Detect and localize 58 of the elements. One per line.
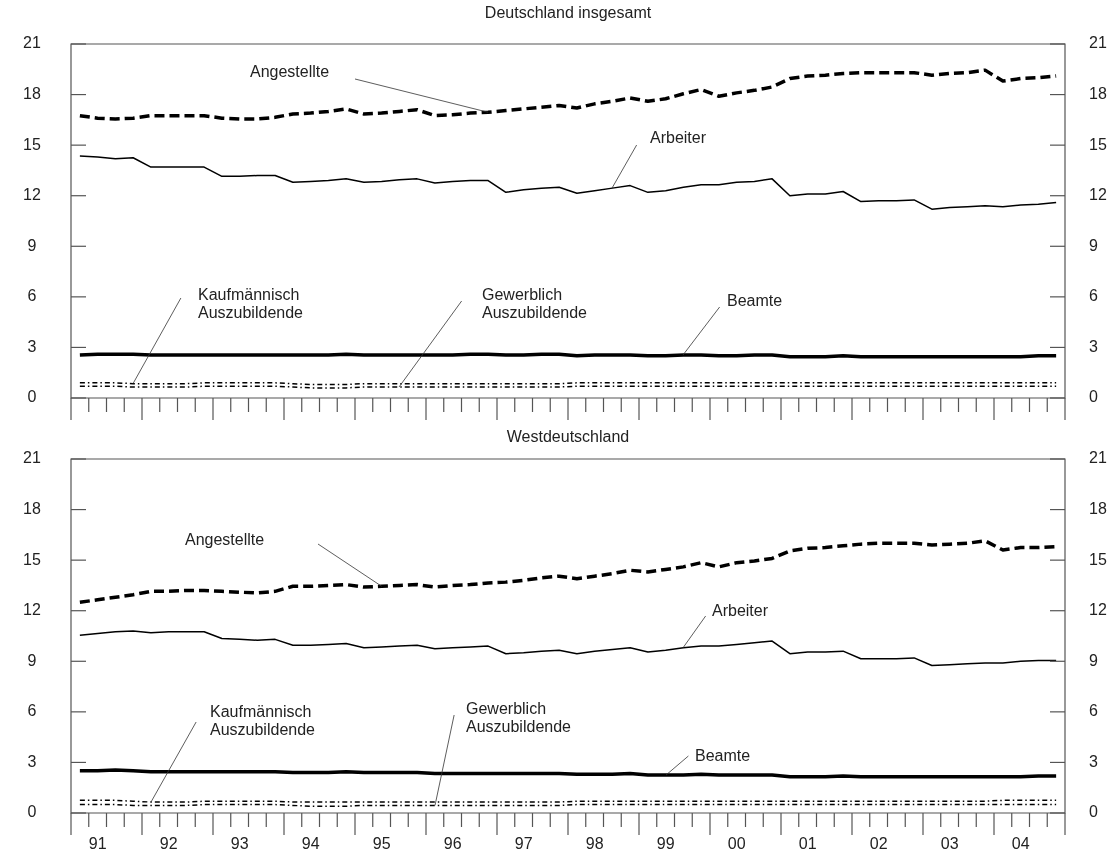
text: Beamte	[727, 292, 783, 310]
y2-tick-label: 6	[1089, 287, 1098, 305]
y2-tick-label: 6	[1089, 702, 1098, 720]
x-tick-label: 00	[727, 835, 746, 853]
series-label: Angestellte	[250, 63, 330, 81]
x-tick-label: 96	[443, 835, 462, 853]
y2-tick-label: 18	[1089, 499, 1107, 517]
x-tick-label: 98	[585, 835, 604, 853]
y-tick-label: 3	[27, 752, 37, 770]
y-tick-label: 18	[23, 499, 41, 517]
y-tick-label: 6	[27, 702, 37, 720]
chart-title: Westdeutschland	[506, 428, 630, 446]
y-tick-label: 9	[27, 236, 37, 254]
y-tick-label: 12	[23, 186, 41, 204]
y-tick-label: 0	[27, 388, 37, 406]
x-tick-label: 99	[656, 835, 675, 853]
text: Gewerblich Auszubildende	[482, 286, 588, 322]
y2-tick-label: 12	[1089, 186, 1107, 204]
x-tick-label: 94	[301, 835, 320, 853]
y-tick-label: 15	[23, 550, 41, 568]
y-tick-label: 0	[27, 803, 37, 821]
y2-tick-label: 21	[1089, 449, 1107, 467]
text: Gewerblich Auszubildende	[466, 700, 572, 736]
y-tick-label: 3	[27, 337, 37, 355]
y2-tick-label: 3	[1089, 337, 1098, 355]
y2-tick-label: 3	[1089, 752, 1098, 770]
x-tick-label: 01	[798, 835, 817, 853]
y2-tick-label: 0	[1089, 803, 1098, 821]
y2-tick-label: 21	[1089, 34, 1107, 52]
y2-tick-label: 15	[1089, 135, 1107, 153]
text: Arbeiter	[650, 129, 707, 147]
y-tick-label: 9	[27, 651, 37, 669]
x-tick-label: 91	[88, 835, 107, 853]
x-tick-label: 93	[230, 835, 249, 853]
text: Kaufmännisch Auszubildende	[198, 286, 304, 322]
y2-tick-label: 9	[1089, 651, 1098, 669]
y-tick-label: 12	[23, 601, 41, 619]
y-tick-label: 21	[23, 34, 41, 52]
x-tick-label: 04	[1011, 835, 1030, 853]
y-tick-label: 21	[23, 449, 41, 467]
x-tick-label: 95	[372, 835, 391, 853]
y-tick-label: 18	[23, 84, 41, 102]
chart-title: Deutschland insgesamt	[484, 4, 652, 22]
x-tick-label: 03	[940, 835, 959, 853]
y-tick-label: 15	[23, 135, 41, 153]
y2-tick-label: 18	[1089, 84, 1107, 102]
x-tick-label: 02	[869, 835, 888, 853]
x-tick-label: 92	[159, 835, 178, 853]
series-label: Beamte	[695, 747, 751, 765]
y2-tick-label: 15	[1089, 550, 1107, 568]
text: Kaufmännisch Auszubildende	[210, 703, 316, 739]
y2-tick-label: 9	[1089, 236, 1098, 254]
x-tick-label: 97	[514, 835, 533, 853]
y2-tick-label: 0	[1089, 388, 1098, 406]
series-label: Arbeiter	[712, 602, 769, 620]
y-tick-label: 6	[27, 287, 37, 305]
y2-tick-label: 12	[1089, 601, 1107, 619]
text: Angestellte	[185, 531, 265, 549]
